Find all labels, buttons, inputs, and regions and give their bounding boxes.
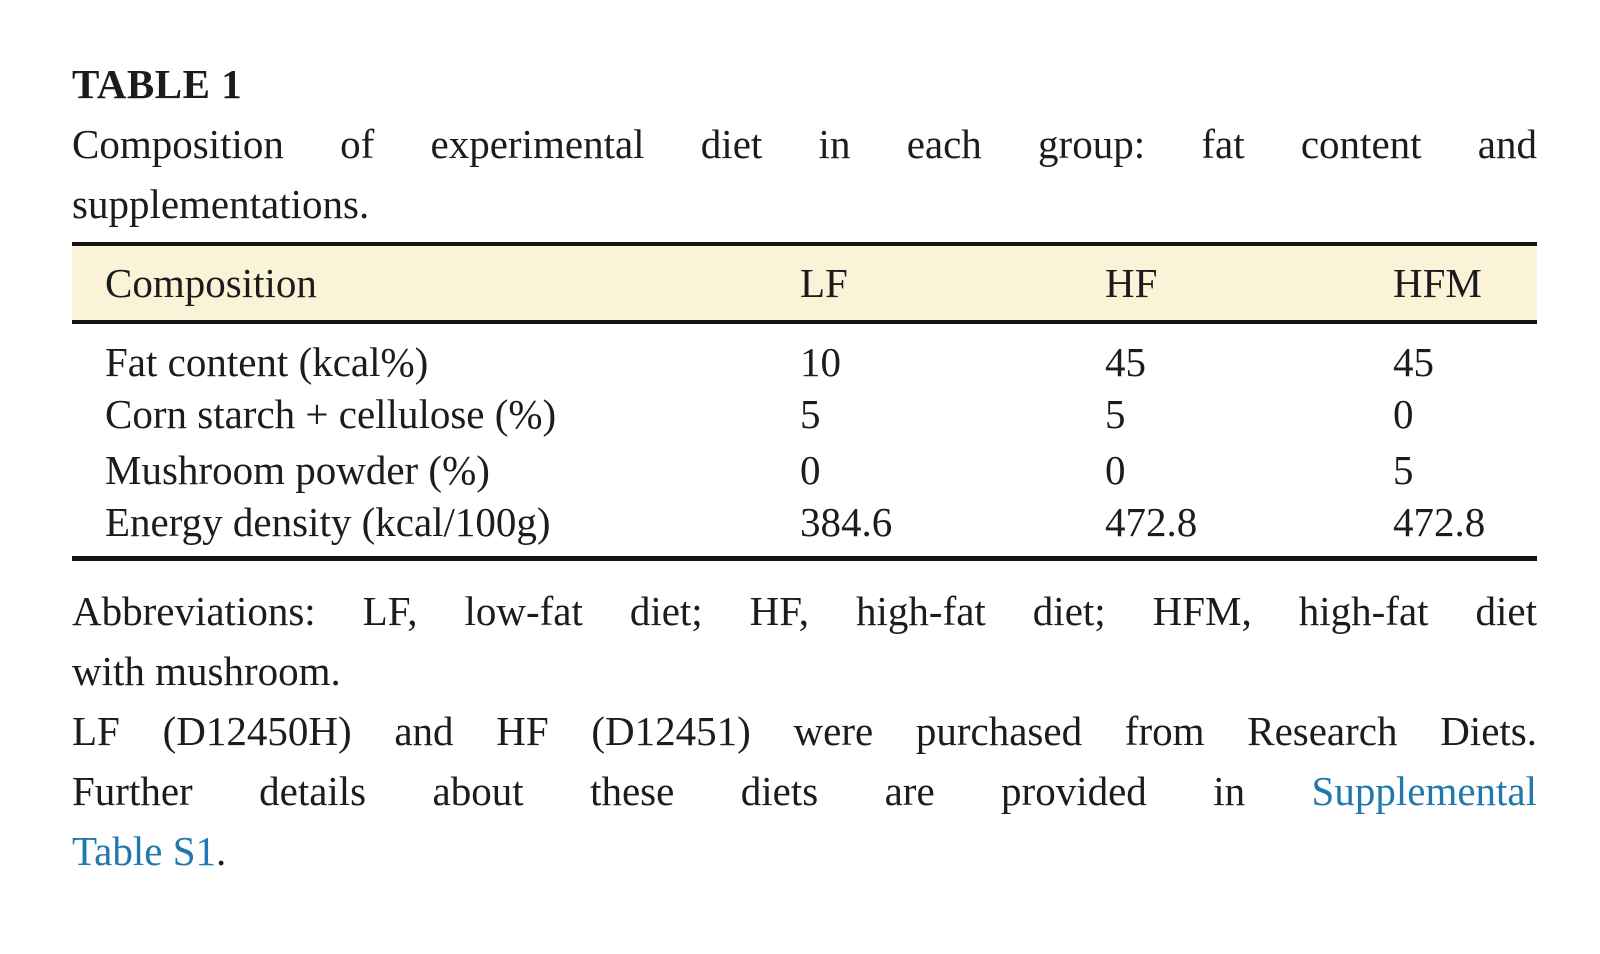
column-header-composition: Composition [105, 260, 317, 306]
row-label: Mushroom powder (%) [105, 447, 490, 493]
cell-lf: 384.6 [800, 499, 893, 545]
cell-lf: 5 [800, 391, 821, 437]
table-row: Fat content (kcal%) 10 45 45 [72, 322, 1537, 386]
cell-hf: 0 [1105, 447, 1126, 493]
column-header-hfm: HFM [1393, 260, 1482, 306]
table-row: Corn starch + cellulose (%) 5 5 0 [72, 386, 1537, 442]
cell-hfm: 0 [1393, 391, 1414, 437]
supplemental-table-link[interactable]: Table S1 [72, 828, 217, 874]
purchase-line: LF (D12450H) and HF (D12451) were purcha… [72, 708, 1537, 754]
column-header-hf: HF [1105, 260, 1158, 306]
table-row: Energy density (kcal/100g) 384.6 472.8 4… [72, 498, 1537, 559]
abbreviations-line-1: Abbreviations: LF, low-fat diet; HF, hig… [72, 588, 1537, 634]
cell-hfm: 45 [1393, 339, 1434, 385]
cell-hf: 5 [1105, 391, 1126, 437]
sentence-period: . [216, 828, 227, 874]
column-header-lf: LF [800, 260, 848, 306]
caption-line-1: Composition of experimental diet in each… [72, 121, 1537, 167]
details-prefix: Further details about these diets are pr… [72, 768, 1246, 814]
cell-hf: 472.8 [1105, 499, 1198, 545]
caption-line-2: supplementations. [72, 181, 370, 227]
row-label: Energy density (kcal/100g) [105, 499, 551, 545]
abbreviations-line-2: with mushroom. [72, 648, 341, 694]
cell-lf: 0 [800, 447, 821, 493]
cell-hf: 45 [1105, 339, 1146, 385]
cell-hfm: 472.8 [1393, 499, 1486, 545]
details-last-line: Table S1. [72, 821, 1537, 881]
cell-lf: 10 [800, 339, 841, 385]
table-caption: Composition of experimental diet in each… [72, 114, 1537, 234]
footnote-abbreviations: Abbreviations: LF, low-fat diet; HF, hig… [72, 581, 1537, 701]
row-label: Corn starch + cellulose (%) [105, 391, 557, 437]
diet-composition-table: Composition LF HF HFM Fat content (kcal%… [72, 242, 1537, 561]
cell-hfm: 5 [1393, 447, 1414, 493]
table-number-heading: TABLE 1 [72, 61, 243, 107]
footnote-source: LF (D12450H) and HF (D12451) were purcha… [72, 701, 1537, 881]
supplemental-table-link[interactable]: Supplemental [1311, 768, 1538, 814]
paper-table-figure: TABLE 1 Composition of experimental diet… [72, 61, 1537, 881]
table-header-row: Composition LF HF HFM [72, 244, 1537, 322]
table-footnotes: Abbreviations: LF, low-fat diet; HF, hig… [72, 581, 1537, 881]
row-label: Fat content (kcal%) [105, 339, 429, 385]
details-line: Further details about these diets are pr… [72, 761, 1537, 821]
table-row: Mushroom powder (%) 0 0 5 [72, 442, 1537, 498]
